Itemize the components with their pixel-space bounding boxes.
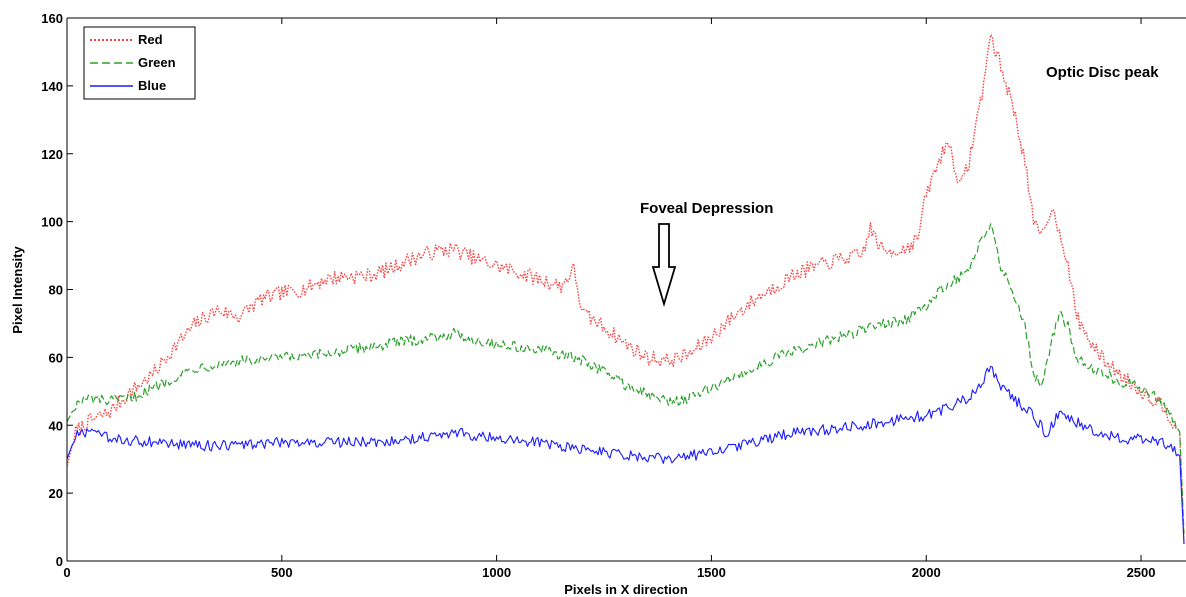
legend-label-blue: Blue xyxy=(138,78,166,93)
annotation-foveal-depression: Foveal Depression xyxy=(640,200,773,217)
y-tick-label: 120 xyxy=(41,147,63,162)
y-tick-label: 100 xyxy=(41,215,63,230)
y-axis-ticks: 0 20 40 60 80 100 120 140 160 xyxy=(41,11,73,569)
annotation-optic-disc-peak: Optic Disc peak xyxy=(1046,64,1159,81)
y-tick-label: 140 xyxy=(41,79,63,94)
series-line-red xyxy=(66,34,1185,545)
y-tick-label: 60 xyxy=(49,350,63,365)
y-tick-label: 80 xyxy=(49,283,63,298)
x-tick-label: 500 xyxy=(271,565,293,580)
series-line-green xyxy=(66,223,1185,534)
legend: Red Green Blue xyxy=(83,26,196,100)
x-tick-label: 1000 xyxy=(482,565,511,580)
y-tick-label: 40 xyxy=(49,418,63,433)
down-arrow-icon xyxy=(651,223,677,308)
legend-label-green: Green xyxy=(138,55,176,70)
x-tick-label: 0 xyxy=(63,565,70,580)
x-tick-label: 1500 xyxy=(697,565,726,580)
x-axis-title: Pixels in X direction xyxy=(564,582,688,597)
series-layer xyxy=(66,34,1185,545)
x-axis-ticks: 0 500 1000 1500 2000 2500 xyxy=(63,18,1155,580)
y-tick-label: 0 xyxy=(56,554,63,569)
y-tick-label: 20 xyxy=(49,486,63,501)
x-tick-label: 2000 xyxy=(912,565,941,580)
x-tick-label: 2500 xyxy=(1127,565,1156,580)
series-line-blue xyxy=(66,365,1185,545)
legend-label-red: Red xyxy=(138,32,163,47)
y-axis-title: Pixel Intensity xyxy=(10,246,25,334)
y-tick-label: 160 xyxy=(41,11,63,26)
